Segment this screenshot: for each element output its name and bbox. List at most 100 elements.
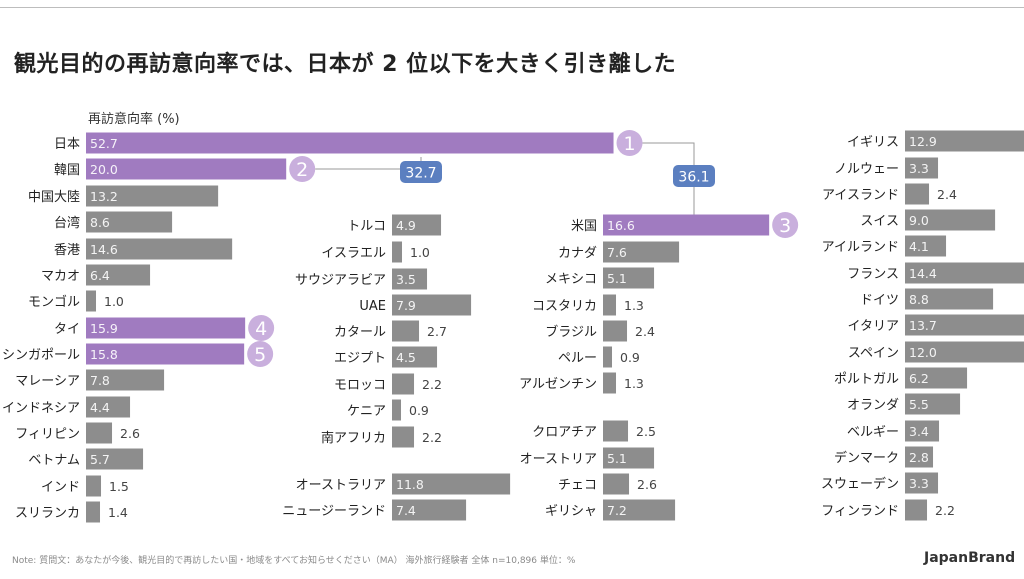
top-rule — [0, 7, 1024, 8]
category-label: 香港 — [54, 243, 80, 258]
category-label: エジプト — [334, 351, 386, 366]
bar — [392, 294, 472, 316]
category-label: UAE — [359, 299, 386, 314]
data-label: 7.6 — [607, 245, 627, 260]
category-label: オランダ — [847, 398, 899, 413]
bar — [905, 314, 1024, 336]
rank-number: 4 — [255, 318, 267, 340]
bar — [905, 499, 928, 521]
bar — [905, 367, 968, 389]
rank-badge — [289, 156, 316, 182]
data-label: 15.9 — [90, 321, 118, 336]
category-label: スイス — [860, 214, 899, 229]
category-label: スウェーデン — [821, 476, 899, 492]
category-label: コスタリカ — [532, 299, 597, 314]
bar — [86, 264, 151, 286]
category-label: フィリピン — [15, 427, 80, 442]
category-label: モンゴル — [28, 294, 80, 310]
data-label: 8.6 — [90, 215, 110, 230]
data-label: 5.5 — [909, 397, 929, 412]
data-label: 15.8 — [90, 347, 118, 362]
y-axis-label: 再訪意向率 (%) — [88, 112, 180, 127]
bar — [905, 341, 1024, 363]
category-label: ベトナム — [28, 453, 80, 468]
data-label: 5.7 — [90, 452, 110, 467]
rank-number: 2 — [296, 159, 308, 181]
category-label: チェコ — [558, 478, 597, 493]
data-label: 4.9 — [396, 218, 416, 233]
rank-badge — [772, 212, 799, 238]
data-label: 16.6 — [607, 218, 635, 233]
footnote: Note: 質問文：あなたが今後、観光目的で再訪したい国・地域をすべてお知らせく… — [12, 556, 576, 566]
bar — [392, 399, 402, 421]
data-label: 1.3 — [624, 298, 644, 313]
data-label: 12.0 — [909, 345, 937, 360]
data-label: 2.6 — [120, 426, 140, 441]
category-label: トルコ — [347, 219, 386, 234]
category-label: 米国 — [571, 219, 597, 234]
bar — [86, 158, 287, 180]
data-label: 7.2 — [607, 503, 627, 518]
bar — [392, 268, 428, 290]
bar — [603, 447, 655, 469]
data-label: 3.4 — [909, 424, 929, 439]
data-label: 13.2 — [90, 189, 118, 204]
bar — [86, 396, 131, 418]
rank-badge — [616, 130, 643, 156]
category-label: ノルウェー — [834, 162, 899, 177]
category-label: フランス — [847, 267, 899, 282]
data-label: 2.4 — [937, 187, 957, 202]
data-label: 13.7 — [909, 318, 937, 333]
data-label: 1.0 — [410, 245, 430, 260]
bar — [603, 320, 628, 342]
data-label: 0.9 — [620, 350, 640, 365]
category-label: モロッコ — [334, 378, 386, 393]
category-label: クロアチア — [532, 425, 597, 440]
bar — [86, 317, 246, 339]
bar — [603, 420, 629, 442]
category-label: ペルー — [558, 351, 597, 366]
data-label: 2.2 — [422, 430, 442, 445]
data-label: 2.2 — [422, 377, 442, 392]
category-label: スペイン — [848, 346, 899, 361]
bar — [603, 214, 770, 236]
bar — [392, 346, 438, 368]
brand-logo: JapanBrand — [924, 550, 1016, 566]
bar — [86, 238, 233, 260]
bar — [86, 132, 614, 154]
bar — [86, 422, 113, 444]
category-label: フィンランド — [821, 504, 899, 519]
bar — [603, 267, 655, 289]
category-label: イスラエル — [321, 246, 386, 261]
category-label: オーストラリア — [296, 478, 386, 493]
data-label: 3.3 — [909, 161, 929, 176]
data-label: 6.4 — [90, 268, 110, 283]
bar — [603, 294, 617, 316]
bar — [603, 499, 676, 521]
category-label: インドネシア — [2, 401, 80, 416]
bar — [603, 346, 613, 368]
data-label: 1.5 — [109, 479, 129, 494]
rank-number: 1 — [623, 133, 635, 155]
bar — [86, 343, 245, 365]
difference-value: 32.7 — [405, 166, 436, 182]
category-label: 南アフリカ — [321, 430, 386, 446]
category-label: タイ — [54, 322, 80, 337]
category-label: アイスランド — [822, 188, 899, 203]
bar — [905, 393, 961, 415]
bar — [905, 209, 996, 231]
data-label: 12.9 — [909, 134, 937, 149]
bar — [905, 446, 934, 468]
bar — [86, 369, 165, 391]
rank-badge — [247, 341, 274, 367]
data-label: 14.6 — [90, 242, 118, 257]
bar — [86, 501, 101, 523]
data-label: 4.4 — [90, 400, 110, 415]
rank-number: 5 — [254, 344, 266, 366]
bar — [86, 290, 97, 312]
bar — [603, 473, 630, 495]
category-label: デンマーク — [834, 450, 899, 466]
bar — [392, 241, 403, 263]
difference-badge — [400, 161, 442, 183]
bar — [905, 472, 939, 494]
